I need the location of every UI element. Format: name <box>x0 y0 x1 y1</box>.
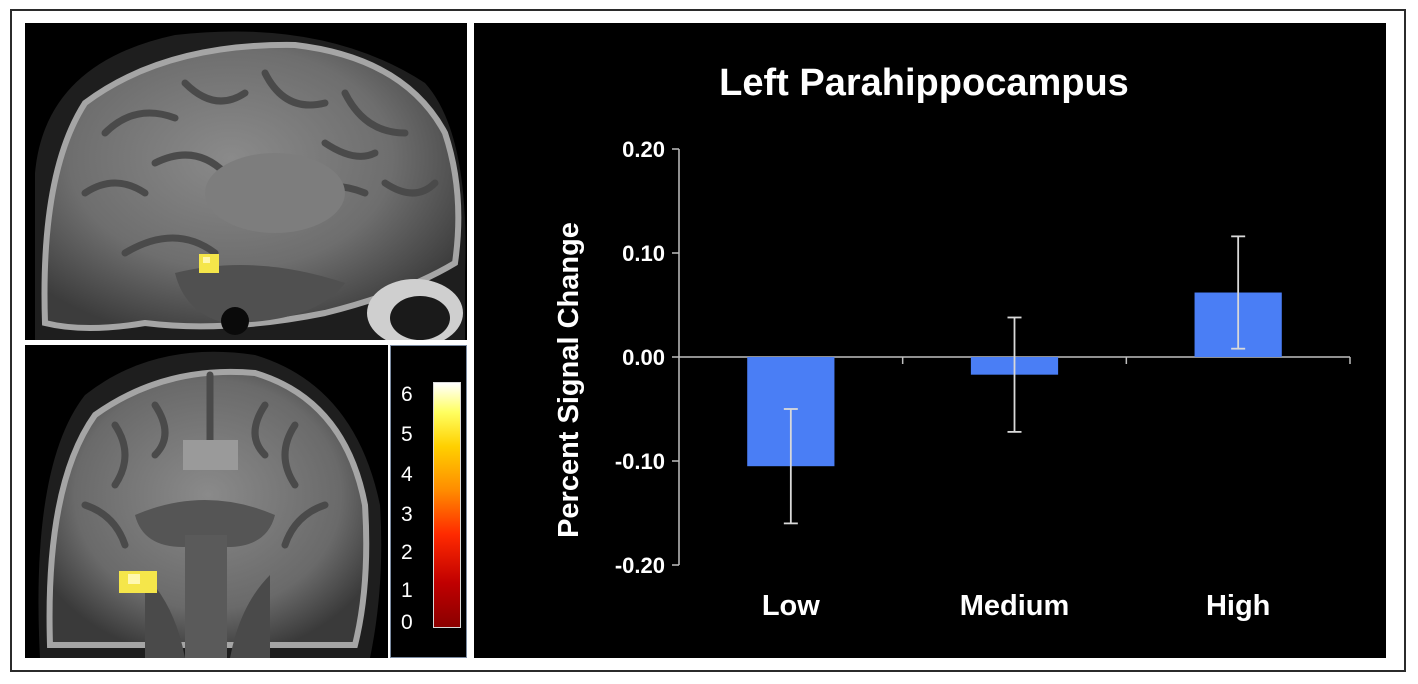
colorbar-gradient <box>433 382 461 628</box>
colorbar-label-5: 5 <box>401 423 413 446</box>
colorbar-label-4: 4 <box>401 463 413 486</box>
y-tick-label: 0.00 <box>622 345 665 370</box>
y-tick-label: 0.10 <box>622 241 665 266</box>
coronal-brain-image <box>25 345 388 658</box>
x-tick-label-medium: Medium <box>960 590 1070 622</box>
colorbar-legend: 6 5 4 3 2 1 0 <box>390 345 467 658</box>
bar-chart: Left Parahippocampus Percent Signal Chan… <box>553 62 1351 622</box>
y-tick-label: -0.10 <box>615 449 665 474</box>
y-tick-label: -0.20 <box>615 553 665 578</box>
colorbar-label-0: 0 <box>401 611 413 634</box>
bar-chart-panel: Left Parahippocampus Percent Signal Chan… <box>474 23 1386 658</box>
y-axis-label: Percent Signal Change <box>553 222 585 538</box>
activation-blob <box>199 254 219 273</box>
chart-title: Left Parahippocampus <box>719 62 1129 104</box>
sagittal-brain-image <box>25 23 467 340</box>
x-tick-label-high: High <box>1206 590 1270 622</box>
colorbar-label-3: 3 <box>401 503 413 526</box>
colorbar-label-1: 1 <box>401 579 413 602</box>
colorbar-label-6: 6 <box>401 383 413 406</box>
y-tick-label: 0.20 <box>622 137 665 162</box>
colorbar-label-2: 2 <box>401 541 413 564</box>
x-tick-label-low: Low <box>762 590 820 622</box>
